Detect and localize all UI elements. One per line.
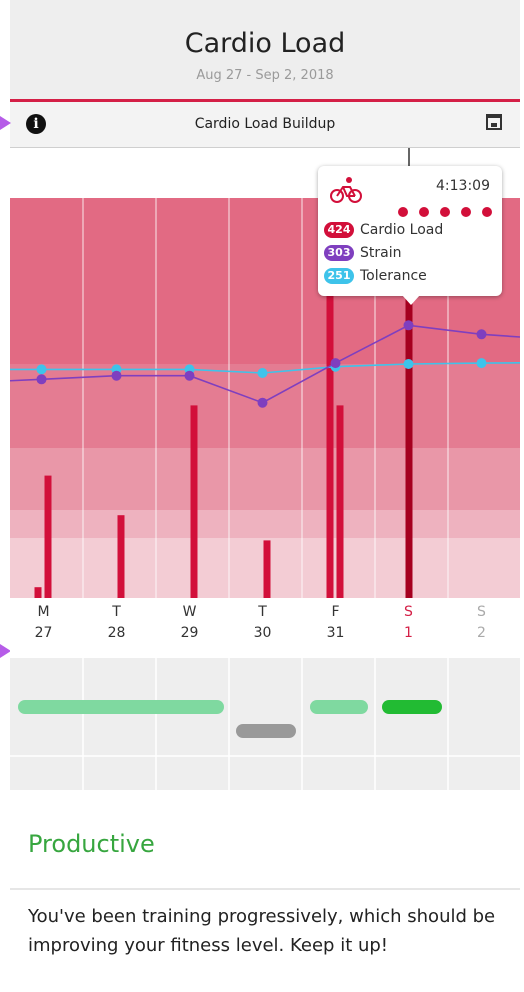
- cardio-load-bar: [34, 587, 42, 598]
- cardio-load-bar: [263, 540, 271, 598]
- day-date: 30: [253, 625, 272, 641]
- intensity-dot: [440, 207, 450, 217]
- strain-point: [111, 370, 122, 381]
- status-message: You've been training progressively, whic…: [28, 906, 496, 956]
- day-letter: F: [331, 604, 340, 620]
- day-tick[interactable]: W 29: [170, 602, 210, 644]
- page-title: Cardio Load: [184, 28, 346, 59]
- cardio-load-bar: [405, 216, 413, 598]
- tolerance-point: [257, 368, 268, 378]
- metric-value: 424: [324, 222, 354, 238]
- zone-band: [10, 448, 520, 510]
- metric-label: Strain: [360, 245, 402, 261]
- status-section: Productive: [10, 790, 520, 886]
- chart-toolbar: i Cardio Load Buildup: [10, 102, 520, 148]
- pointer-arrow-icon: [0, 644, 11, 658]
- day-tick[interactable]: T 28: [97, 602, 137, 644]
- strain-point: [403, 320, 414, 331]
- day-details-popup: 4:13:09 424 Cardio Load 303 Strain 251 Tole…: [318, 166, 502, 305]
- header: Cardio Load Aug 27 - Sep 2, 2018: [10, 0, 520, 102]
- status-bars-canvas: [10, 658, 520, 790]
- day-letter: W: [182, 604, 197, 620]
- metric-row-cardio-load: 424 Cardio Load: [324, 222, 443, 242]
- day-date: 2: [477, 625, 486, 641]
- metric-value: 303: [324, 245, 354, 261]
- status-bars-strip: [10, 658, 520, 790]
- cardio-load-bar: [44, 475, 52, 598]
- metric-label: Tolerance: [360, 268, 427, 284]
- day-tick[interactable]: T 30: [243, 602, 283, 644]
- strain-point: [330, 358, 341, 369]
- day-tick[interactable]: M 27: [24, 602, 64, 644]
- status-label: Productive: [28, 830, 155, 858]
- zone-band: [10, 510, 520, 538]
- status-segment: [18, 700, 224, 714]
- strain-point: [476, 329, 487, 340]
- day-letter: T: [112, 604, 121, 620]
- strain-point: [184, 370, 195, 381]
- chart-title: Cardio Load Buildup: [194, 116, 336, 132]
- day-letter: M: [37, 604, 50, 620]
- pointer-arrow-icon: [0, 116, 11, 130]
- status-segment: [236, 724, 296, 738]
- strain-point: [36, 374, 47, 385]
- day-letter: T: [258, 604, 267, 620]
- metric-row-strain: 303 Strain: [324, 245, 401, 265]
- activity-duration: 4:13:09: [436, 178, 490, 194]
- cardio-load-bar: [117, 515, 125, 598]
- info-icon[interactable]: i: [26, 114, 46, 134]
- metric-row-tolerance: 251 Tolerance: [324, 268, 427, 288]
- day-date: 28: [107, 625, 126, 641]
- day-letter: S: [477, 604, 486, 620]
- cardio-load-bar: [336, 405, 344, 598]
- day-axis: M 27 T 28 W 29 T 30 F 31 S 1 S 2: [10, 598, 520, 658]
- intensity-dot: [461, 207, 471, 217]
- day-date: 1: [404, 625, 413, 641]
- divider: [10, 888, 520, 890]
- cardio-load-bar: [326, 216, 334, 598]
- intensity-dots: [387, 202, 492, 221]
- intensity-dot: [419, 207, 429, 217]
- metric-value: 251: [324, 268, 354, 284]
- intensity-dot: [482, 207, 492, 217]
- metric-label: Cardio Load: [360, 222, 444, 238]
- status-segment: [310, 700, 368, 714]
- tolerance-point: [403, 359, 414, 369]
- date-range: Aug 27 - Sep 2, 2018: [196, 68, 334, 83]
- day-letter: S: [404, 604, 413, 620]
- day-tick[interactable]: F 31: [316, 602, 356, 644]
- day-date: 31: [326, 625, 345, 641]
- day-date: 29: [180, 625, 199, 641]
- tolerance-point: [36, 364, 47, 375]
- strain-point: [257, 397, 268, 408]
- bike-icon: [330, 177, 362, 203]
- status-segment: [382, 700, 442, 714]
- tolerance-point: [476, 358, 487, 369]
- intensity-dot: [398, 207, 408, 217]
- day-date: 27: [34, 625, 53, 641]
- calendar-icon[interactable]: [486, 114, 502, 130]
- cardio-load-bar: [190, 405, 198, 598]
